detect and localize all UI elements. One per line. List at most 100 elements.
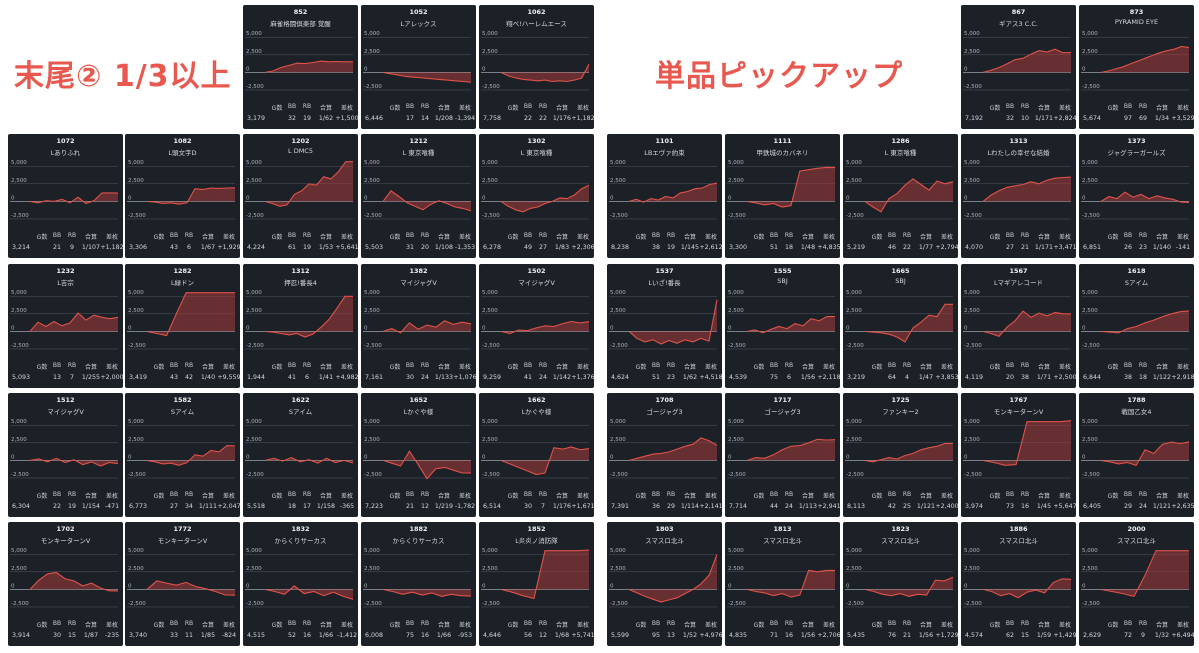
stat-header: BB — [523, 232, 533, 239]
stat-header: 差枚 — [222, 234, 236, 241]
balance-line — [746, 569, 835, 598]
balance-area — [629, 183, 717, 203]
stat-value: 1/145 — [680, 244, 700, 251]
y-tick-label: 2,500 — [246, 308, 262, 314]
stat-header: RB — [184, 232, 194, 239]
stat-value: 12 — [420, 503, 430, 510]
machine-name: L緑ドン — [170, 279, 195, 287]
machine-card: 1202 L DMC5 5,000 2,500 0 -2,500 G数 BB RB 合算 差枚 4,2… — [243, 134, 358, 258]
stat-header: BB — [887, 491, 897, 498]
machine-name: PYRAMID EYE — [1114, 18, 1159, 26]
y-tick-label: 2,500 — [1082, 437, 1098, 443]
machine-number: 1062 — [527, 8, 546, 16]
balance-line — [29, 457, 119, 467]
stat-value: 30 — [52, 632, 62, 639]
y-tick-label: -2,500 — [728, 472, 746, 478]
stat-header: RB — [1138, 491, 1148, 498]
stat-header: BB — [287, 232, 297, 239]
machine-card: 1702 モンキーターンV 5,000 2,500 0 -2,500 G数 BB RB 合算 差枚 3… — [8, 522, 123, 646]
stat-value: 1/53 — [318, 244, 334, 251]
y-tick-label: 0 — [1082, 583, 1086, 589]
balance-chart: 5,000 2,500 0 -2,500 — [845, 160, 954, 220]
balance-area — [383, 451, 471, 479]
stat-header: 差枚 — [576, 234, 590, 241]
stat-value: 1/71 — [1036, 374, 1052, 381]
stat-header: G数 — [753, 364, 765, 371]
stat-header: 差枚 — [340, 105, 354, 112]
balance-chart: 5,000 2,500 0 -2,500 — [481, 290, 590, 350]
machine-number: 1665 — [891, 267, 910, 275]
y-tick-label: -2,500 — [964, 472, 982, 478]
y-tick-label: 2,500 — [11, 566, 27, 572]
stat-value: 24 — [420, 374, 430, 381]
stat-header: G数 — [389, 364, 401, 371]
machine-name: 翔べ!ハーレムエース — [506, 20, 567, 28]
balance-chart: 5,000 2,500 0 -2,500 — [727, 160, 836, 220]
stat-value: +1,376 — [571, 374, 594, 381]
stat-header: 合算 — [555, 622, 569, 629]
stat-header: 差枚 — [576, 622, 590, 629]
stat-value: 5,219 — [846, 244, 866, 251]
stat-header: 合算 — [1037, 234, 1051, 241]
stat-header: 合算 — [437, 234, 451, 241]
stat-header: G数 — [36, 493, 48, 500]
stat-value: 38 — [1020, 374, 1030, 381]
balance-line — [746, 166, 836, 208]
stat-header: 差枚 — [222, 364, 236, 371]
y-tick-label: 0 — [11, 325, 15, 331]
stat-value: 3,219 — [846, 374, 866, 381]
stat-value: -365 — [339, 503, 355, 510]
stat-header: 合算 — [683, 234, 697, 241]
balance-chart: 5,000 2,500 0 -2,500 — [1081, 31, 1190, 91]
stat-header: G数 — [989, 364, 1001, 371]
machine-number: 1286 — [891, 137, 910, 145]
stat-value: +2,941 — [817, 503, 840, 510]
y-tick-label: -2,500 — [1082, 472, 1100, 478]
stat-header: 合算 — [919, 234, 933, 241]
machine-number: 1373 — [1127, 137, 1146, 145]
y-tick-label: 2,500 — [610, 566, 626, 572]
stat-header: 差枚 — [940, 364, 954, 371]
stat-header: 合算 — [555, 364, 569, 371]
stat-header: 差枚 — [1058, 105, 1072, 112]
y-tick-label: 5,000 — [11, 419, 27, 425]
stat-header: RB — [902, 620, 912, 627]
stat-value: 13 — [52, 374, 62, 381]
stat-header: BB — [523, 103, 533, 110]
stat-value: 73 — [1005, 503, 1015, 510]
balance-chart: 5,000 2,500 0 -2,500 — [1081, 290, 1190, 350]
stat-header: G数 — [271, 364, 283, 371]
y-tick-label: 2,500 — [610, 308, 626, 314]
stat-value: 1/108 — [434, 244, 454, 251]
machine-number: 1882 — [409, 525, 428, 533]
machine-name: LBエヴァ約束 — [644, 149, 685, 157]
balance-line — [864, 178, 954, 213]
y-tick-label: -2,500 — [246, 213, 264, 219]
stat-header: BB — [523, 362, 533, 369]
stat-header: RB — [1138, 232, 1148, 239]
y-tick-label: 0 — [482, 454, 486, 460]
machine-name: SBJ — [777, 277, 788, 285]
y-tick-label: -2,500 — [610, 343, 628, 349]
y-tick-label: 2,500 — [1082, 308, 1098, 314]
y-tick-label: 0 — [964, 195, 968, 201]
stat-value: 27 — [1005, 244, 1015, 251]
stat-header: 合算 — [683, 493, 697, 500]
machine-number: 1212 — [409, 137, 428, 145]
stat-header: 合算 — [801, 364, 815, 371]
y-tick-label: -2,500 — [728, 343, 746, 349]
stat-value: 1/171 — [1034, 115, 1054, 122]
stat-header: BB — [769, 491, 779, 498]
stat-value: 38 — [1123, 374, 1133, 381]
machine-name: マイジャグV — [518, 279, 555, 287]
y-tick-label: -2,500 — [1082, 343, 1100, 349]
stat-value: 5,503 — [364, 244, 384, 251]
stat-value: 11 — [184, 632, 194, 639]
stat-header: BB — [405, 103, 415, 110]
stat-value: 8,113 — [846, 503, 866, 510]
balance-chart: 5,000 2,500 0 -2,500 — [363, 160, 472, 220]
y-tick-label: 5,000 — [846, 548, 862, 554]
stat-value: 46 — [887, 244, 897, 251]
machine-name: Lかぐや様 — [521, 408, 552, 416]
stat-header: 合算 — [1155, 364, 1169, 371]
